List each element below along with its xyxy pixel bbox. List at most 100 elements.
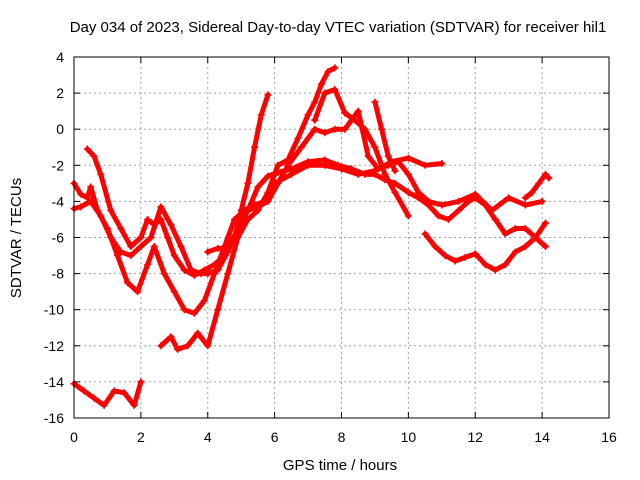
data-point-marker bbox=[354, 107, 362, 115]
data-point-marker bbox=[391, 188, 399, 196]
data-point-marker bbox=[137, 234, 145, 241]
data-point-marker bbox=[87, 197, 95, 205]
data-point-marker bbox=[134, 288, 142, 296]
data-point-marker bbox=[194, 329, 202, 337]
data-point-marker bbox=[264, 91, 272, 99]
data-point-marker bbox=[371, 143, 379, 151]
data-point-marker bbox=[491, 215, 499, 223]
data-point-marker bbox=[465, 197, 473, 205]
data-point-marker bbox=[445, 215, 452, 223]
data-point-marker bbox=[117, 248, 125, 256]
data-point-marker bbox=[404, 212, 412, 220]
data-point-marker bbox=[521, 201, 529, 209]
series-track-8 bbox=[371, 98, 399, 175]
data-point-marker bbox=[244, 179, 252, 187]
data-point-marker bbox=[331, 125, 339, 133]
data-point-marker bbox=[100, 401, 108, 409]
data-point-marker bbox=[331, 85, 339, 93]
data-point-marker bbox=[431, 243, 439, 251]
data-point-marker bbox=[144, 261, 152, 269]
data-point-marker bbox=[187, 266, 195, 274]
data-point-marker bbox=[224, 244, 232, 252]
series-track-3 bbox=[83, 91, 272, 279]
y-tick-label: -8 bbox=[52, 266, 65, 282]
data-point-marker bbox=[120, 389, 128, 397]
data-point-marker bbox=[434, 212, 442, 220]
series-track-7 bbox=[311, 85, 412, 220]
data-point-marker bbox=[364, 152, 372, 160]
series-line bbox=[372, 99, 398, 174]
data-point-marker bbox=[321, 156, 329, 164]
data-point-marker bbox=[438, 159, 446, 167]
y-tick-label: -12 bbox=[44, 338, 64, 354]
series-track-9 bbox=[421, 219, 549, 274]
data-point-marker bbox=[531, 234, 539, 241]
data-point-marker bbox=[124, 279, 131, 287]
data-point-marker bbox=[505, 194, 513, 202]
data-point-marker bbox=[334, 161, 342, 169]
y-tick-label: 2 bbox=[56, 85, 64, 101]
data-point-marker bbox=[528, 188, 536, 196]
data-point-marker bbox=[521, 194, 529, 202]
x-tick-label: 16 bbox=[601, 429, 617, 445]
data-point-marker bbox=[170, 252, 178, 260]
data-point-marker bbox=[535, 179, 543, 187]
data-point-marker bbox=[421, 161, 429, 169]
x-tick-label: 2 bbox=[137, 429, 145, 445]
data-point-marker bbox=[541, 219, 549, 227]
data-point-marker bbox=[254, 206, 262, 214]
data-point-marker bbox=[107, 234, 115, 241]
data-point-marker bbox=[204, 270, 212, 278]
data-point-marker bbox=[264, 188, 272, 196]
data-point-marker bbox=[210, 261, 218, 269]
data-point-marker bbox=[180, 306, 188, 314]
data-point-marker bbox=[274, 161, 282, 169]
data-point-marker bbox=[538, 197, 546, 205]
data-point-marker bbox=[274, 169, 282, 177]
data-point-marker bbox=[341, 109, 349, 117]
data-point-marker bbox=[234, 224, 242, 232]
chart-title: Day 034 of 2023, Sidereal Day-to-day VTE… bbox=[70, 19, 607, 36]
data-point-marker bbox=[511, 248, 519, 256]
data-point-marker bbox=[491, 266, 499, 274]
y-axis-title: SDTVAR / TECUs bbox=[8, 178, 25, 298]
series-line bbox=[158, 65, 338, 352]
data-point-marker bbox=[80, 387, 88, 395]
data-point-marker bbox=[331, 64, 339, 72]
data-point-marker bbox=[214, 244, 222, 252]
data-point-marker bbox=[160, 270, 168, 278]
data-point-marker bbox=[184, 342, 192, 350]
data-point-marker bbox=[257, 111, 265, 119]
x-tick-label: 0 bbox=[70, 429, 78, 445]
series-line bbox=[71, 108, 545, 277]
data-point-marker bbox=[471, 194, 479, 202]
y-tick-label: -14 bbox=[44, 374, 64, 390]
data-point-marker bbox=[441, 252, 449, 260]
x-tick-label: 8 bbox=[338, 429, 346, 445]
data-point-marker bbox=[77, 203, 85, 211]
x-axis-title: GPS time / hours bbox=[283, 457, 397, 474]
data-point-marker bbox=[391, 167, 399, 175]
x-tick-label: 10 bbox=[401, 429, 417, 445]
data-point-marker bbox=[438, 201, 446, 209]
data-point-marker bbox=[244, 206, 252, 214]
y-tick-label: -4 bbox=[52, 193, 65, 209]
data-point-marker bbox=[394, 158, 402, 166]
data-point-marker bbox=[317, 80, 325, 88]
data-point-marker bbox=[294, 134, 302, 142]
data-point-marker bbox=[381, 170, 389, 178]
x-tick-label: 4 bbox=[204, 429, 212, 445]
data-point-marker bbox=[348, 165, 356, 173]
data-point-marker bbox=[351, 116, 359, 124]
data-point-marker bbox=[90, 394, 98, 402]
data-point-marker bbox=[461, 253, 469, 261]
y-tick-label: -2 bbox=[52, 157, 65, 173]
series-layer bbox=[70, 64, 553, 409]
data-point-marker bbox=[164, 234, 172, 241]
data-point-marker bbox=[83, 194, 91, 202]
series-track-5 bbox=[157, 64, 339, 353]
data-point-marker bbox=[274, 179, 282, 187]
data-point-marker bbox=[224, 270, 232, 278]
data-point-marker bbox=[97, 212, 105, 220]
data-point-marker bbox=[304, 158, 312, 166]
